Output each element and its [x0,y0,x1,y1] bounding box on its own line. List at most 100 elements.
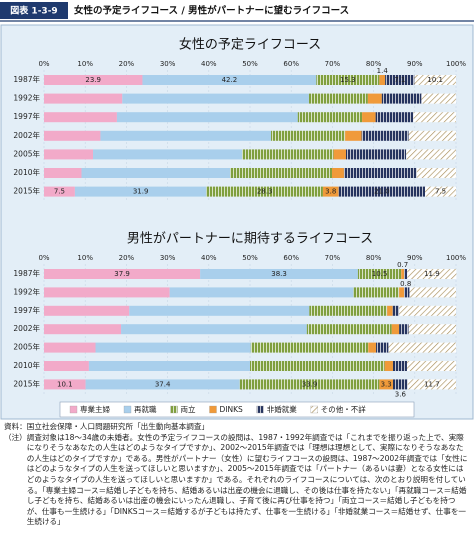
bar-segment [44,149,94,160]
x-tick-label: 60% [283,60,299,68]
x-tick-label: 80% [366,60,382,68]
bar-segment [392,305,400,316]
legend-label: 非婚就業 [267,404,297,414]
bar-segment [404,269,408,279]
bar-segment [343,168,417,178]
bar-segment [206,186,323,197]
bar-segment [399,287,405,298]
value-label: 31.9 [133,188,149,196]
y-tick-label: 2010年 [13,167,40,177]
x-tick-label: 0% [38,254,49,262]
value-label: 7.5 [54,188,65,196]
bar-segment [353,287,400,298]
bar-segment [379,75,386,85]
x-tick-label: 90% [407,254,423,262]
bar-segment [121,324,307,335]
value-label: 42.2 [222,76,238,84]
bar-segment [44,361,89,371]
bar-segment [44,112,117,123]
bar-segment [81,168,231,178]
value-label: 10.1 [57,380,73,388]
bar-segment [362,112,376,123]
bar-segment [399,324,409,335]
bar-segment [331,168,344,178]
bar-segment [44,287,170,298]
bar-segment [406,361,456,371]
y-tick-label: 1987年 [13,74,40,84]
source: 資料：国立社会保障・人口問題研究所「出生動向基本調査」 [4,422,210,431]
bar-segment [142,75,317,85]
header-label: 図表 1-3-9 [10,5,57,17]
value-label: 21.0 [374,188,390,196]
y-tick-label: 2005年 [13,342,40,352]
value-label: 37.9 [114,270,130,278]
bar-segment [367,93,382,104]
bar-segment [129,305,310,316]
bar-segment [399,305,456,316]
chart-title: 男性がパートナーに期待するライフコース [127,232,373,247]
bar-segment [414,75,456,85]
value-label: 15.3 [340,76,356,84]
bar-segment [408,130,456,141]
bar-segment [44,269,201,279]
x-tick-label: 50% [242,60,258,68]
bar-segment [297,112,363,123]
bar-segment [309,305,388,316]
value-label: 0.8 [400,280,411,288]
x-tick-label: 100% [446,254,466,262]
legend-swatch [69,405,78,414]
bar-segment [416,168,456,178]
bar-segment [385,75,415,85]
value-label: 33.9 [302,380,318,388]
y-tick-label: 1997年 [13,111,40,121]
legend-label: 専業主婦 [80,404,110,414]
x-tick-label: 80% [366,254,382,262]
chart-title: 女性の予定ライフコース [179,37,321,53]
x-tick-label: 20% [119,254,135,262]
value-label: 3.3 [381,380,392,388]
bar-segment [379,379,393,390]
note-row: （注） 調査対象は18～34歳の未婚者。女性の予定ライフコースの設問は、1987… [4,433,470,528]
bar-segment [376,342,389,353]
panel [0,24,474,420]
x-tick-label: 60% [283,254,299,262]
x-tick-label: 40% [201,60,217,68]
value-label: 38.3 [271,270,287,278]
x-tick-label: 20% [119,60,135,68]
bar-segment [384,361,393,371]
bar-segment [95,342,251,353]
y-tick-label: 1992年 [13,93,40,103]
bar-segment [88,361,251,371]
legend-label: その他・不詳 [321,404,366,414]
value-label: 3.8 [325,188,336,196]
x-tick-label: 0% [38,60,49,68]
y-tick-label: 2002年 [13,130,40,140]
header-label-box [0,2,68,19]
bar-segment [44,75,143,85]
bar-segment [239,379,380,390]
bar-segment [242,149,334,160]
legend-label: 両立 [181,404,196,414]
bar-segment [44,342,96,353]
y-tick-label: 2015年 [13,378,40,388]
x-tick-label: 40% [201,254,217,262]
legend-swatch [170,405,178,414]
x-tick-label: 50% [242,254,258,262]
value-label: 7.1 [394,76,405,84]
value-label: 3.6 [395,390,407,398]
value-label: 28.3 [257,188,273,196]
legend-swatch [310,405,318,414]
y-tick-label: 2015年 [13,186,40,196]
x-tick-label: 90% [407,60,423,68]
value-label: 0.7 [397,261,408,269]
bar-segment [421,93,456,104]
bar-segment [44,324,122,335]
notes: 資料：国立社会保障・人口問題研究所「出生動向基本調査」 （注） 調査対象は18～… [4,422,470,528]
bar-segment [230,168,332,178]
legend-label: DINKS [220,405,244,414]
bar-segment [306,324,392,335]
bar-segment [406,149,456,160]
y-tick-label: 1992年 [13,286,40,296]
bar-segment [361,130,409,141]
